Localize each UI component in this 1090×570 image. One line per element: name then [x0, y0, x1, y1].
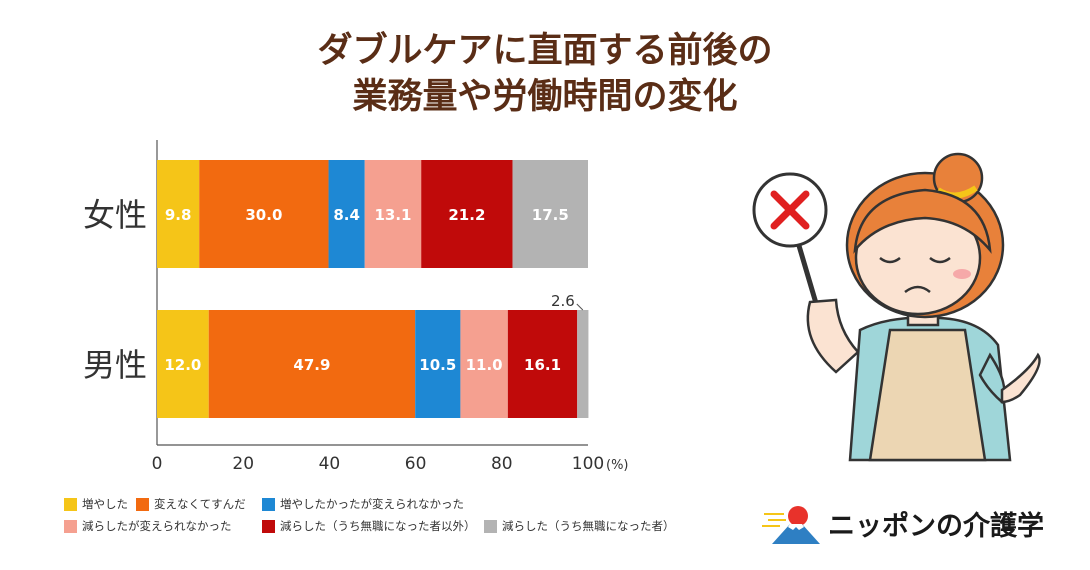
legend-swatch	[484, 519, 497, 533]
bar-segment	[512, 160, 588, 268]
bar-value-label: 2.6	[551, 292, 575, 310]
label-leader-line	[576, 303, 584, 311]
bar-value-label: 21.2	[448, 206, 485, 224]
x-tick-label: 20	[232, 454, 254, 474]
bar-value-label: 47.9	[293, 356, 330, 374]
bar-segment	[208, 310, 416, 418]
x-tick-label: 40	[319, 454, 341, 474]
legend-item: 増やしたかったが変えられなかった	[262, 496, 464, 512]
legend-item: 変えなくてすんだ	[136, 496, 246, 512]
x-unit-label: (%)	[606, 458, 629, 473]
bar-value-label: 30.0	[245, 206, 282, 224]
bar-value-label: 9.8	[165, 206, 192, 224]
bar-value-label: 8.4	[333, 206, 360, 224]
bar-segment	[577, 310, 589, 418]
bar-value-label: 10.5	[419, 356, 456, 374]
x-tick-label: 80	[491, 454, 513, 474]
bar-segment	[507, 310, 578, 418]
mount-fuji-sun-icon	[762, 506, 820, 544]
bar-segment	[199, 160, 329, 268]
bar-segment	[328, 160, 365, 268]
legend-swatch	[136, 497, 149, 511]
legend-label: 減らしたが変えられなかった	[82, 519, 232, 533]
bar-segment	[415, 310, 461, 418]
brand-logo: ニッポンの介護学	[762, 500, 1062, 550]
bar-segment	[460, 310, 508, 418]
bar-segment	[364, 160, 422, 268]
legend-label: 増やしたかったが変えられなかった	[280, 497, 464, 511]
chart-title: ダブルケアに直面する前後の 業務量や労働時間の変化	[0, 28, 1090, 120]
legend-label: 変えなくてすんだ	[154, 497, 246, 511]
legend-swatch	[64, 497, 77, 511]
category-label: 男性	[83, 346, 147, 384]
bar-segment	[421, 160, 513, 268]
bar-value-label: 13.1	[374, 206, 411, 224]
legend-item: 減らした（うち無職になった者以外）	[262, 518, 476, 534]
bar-value-label: 12.0	[164, 356, 201, 374]
category-label: 女性	[83, 196, 147, 234]
bar-segment	[157, 310, 209, 418]
x-tick-label: 60	[405, 454, 427, 474]
legend-swatch	[262, 497, 275, 511]
x-tick-label: 100	[572, 454, 604, 474]
woman-with-x-sign-illustration	[752, 152, 1041, 462]
bar-value-label: 16.1	[524, 356, 561, 374]
chart-title-line-2: 業務量や労働時間の変化	[352, 77, 738, 117]
bar-segment	[157, 160, 200, 268]
legend-item: 増やした	[64, 496, 128, 512]
legend-label: 減らした（うち無職になった者以外）	[280, 519, 476, 533]
legend-swatch	[262, 519, 275, 533]
bar-value-label: 17.5	[532, 206, 569, 224]
legend-label: 減らした（うち無職になった者）	[502, 519, 675, 533]
x-tick-label: 0	[152, 454, 163, 474]
legend-label: 増やした	[82, 497, 128, 511]
bar-value-label: 11.0	[466, 356, 503, 374]
legend-item: 減らしたが変えられなかった	[64, 518, 232, 534]
legend-item: 減らした（うち無職になった者）	[484, 518, 675, 534]
legend-swatch	[64, 519, 77, 533]
brand-name: ニッポンの介護学	[828, 511, 1044, 542]
chart-title-line-1: ダブルケアに直面する前後の	[317, 31, 773, 71]
